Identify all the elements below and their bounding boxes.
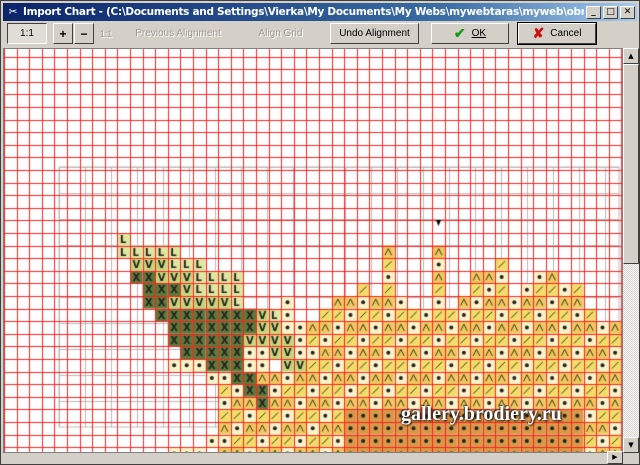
zoom-in-button[interactable]: + xyxy=(53,23,73,44)
cancel-x-icon: ✘ xyxy=(532,25,545,41)
zoom-in-icon: + xyxy=(59,26,67,41)
cancel-label: Cancel xyxy=(550,28,582,39)
ok-button[interactable]: ✔ OK xyxy=(431,23,509,44)
minimize-button[interactable]: _ xyxy=(586,5,601,19)
zoom-out-button[interactable]: − xyxy=(74,23,94,44)
close-button[interactable]: ✕ xyxy=(620,5,635,19)
maximize-button[interactable]: □ xyxy=(603,5,618,19)
needle-icon: ✂ xyxy=(8,6,18,18)
zoom-1to1-button[interactable]: 1:1 xyxy=(7,23,47,44)
previous-alignment-button[interactable]: Previous Alignment xyxy=(123,23,233,44)
resize-grip[interactable] xyxy=(623,453,639,464)
arrow-down-icon: ▼ xyxy=(628,441,634,449)
scroll-right-button[interactable]: ▶ xyxy=(607,451,623,464)
actual-size-button[interactable]: 1:1 xyxy=(96,23,116,44)
ok-label: OK xyxy=(471,28,487,39)
zoom-out-icon: − xyxy=(80,26,88,41)
scrollbar-thumb[interactable] xyxy=(623,64,639,264)
chart-image-canvas[interactable] xyxy=(4,49,622,452)
vertical-scrollbar[interactable]: ▲ ▼ xyxy=(623,48,639,453)
horizontal-scrollbar[interactable]: ▶ xyxy=(3,451,623,464)
title-bar: ✂ Import Chart - (C:\Documents and Setti… xyxy=(3,3,637,21)
chart-image-view[interactable] xyxy=(3,48,623,453)
cancel-button[interactable]: ✘ Cancel xyxy=(517,22,597,45)
window-title: Import Chart - (C:\Documents and Setting… xyxy=(23,6,584,18)
arrow-right-icon: ▶ xyxy=(612,453,618,461)
undo-alignment-button[interactable]: Undo Alignment xyxy=(330,23,419,44)
watermark: gallery.brodiery.ru xyxy=(401,403,562,425)
align-grid-button[interactable]: Align Grid xyxy=(243,23,318,44)
arrow-up-icon: ▲ xyxy=(628,52,634,60)
toolbar: 1:1 + − 1:1 Previous Alignment Align Gri… xyxy=(3,22,637,46)
scroll-down-button[interactable]: ▼ xyxy=(623,437,639,453)
scroll-up-button[interactable]: ▲ xyxy=(623,48,639,64)
checkmark-icon: ✔ xyxy=(453,25,466,41)
